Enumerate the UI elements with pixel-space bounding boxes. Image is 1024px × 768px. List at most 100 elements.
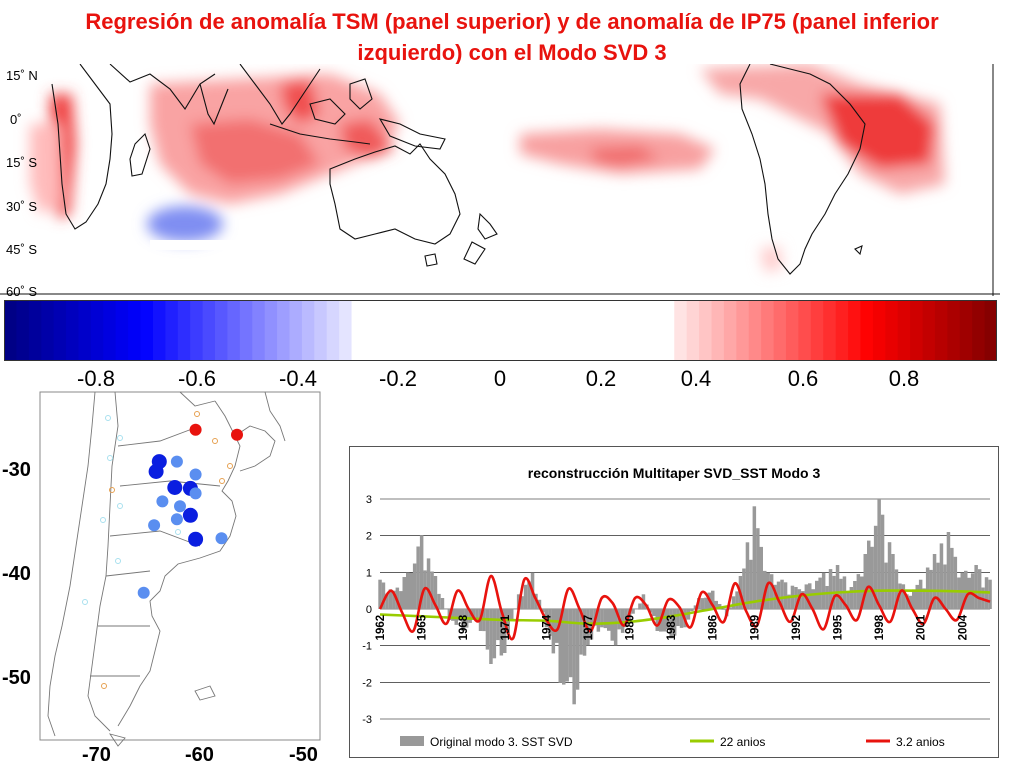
x-axis-ticks: 1962 1965 1968 1971 1974 1977 1980 1983 1986 1989…	[375, 614, 969, 640]
original-bar	[562, 609, 566, 685]
colorbar-swatch	[190, 300, 204, 361]
original-bar	[378, 579, 382, 609]
original-bar	[572, 609, 576, 705]
original-bar	[652, 609, 656, 617]
station-marker	[189, 487, 202, 500]
original-bar	[523, 584, 528, 609]
original-bar	[437, 593, 441, 609]
original-bar	[631, 609, 635, 614]
lon-label: -50	[289, 744, 318, 766]
colorbar-swatch	[823, 300, 837, 361]
chart-title: reconstrucción Multitaper SVD_SST Modo 3	[528, 465, 821, 481]
original-bar	[409, 572, 413, 609]
country-outlines	[47, 391, 286, 747]
colorbar-swatch	[562, 300, 576, 361]
original-bar	[406, 572, 410, 609]
original-bar	[711, 590, 715, 609]
colorbar-swatch	[910, 300, 924, 361]
colorbar-swatch	[835, 300, 849, 361]
legend-label: 3.2 anios	[896, 735, 945, 749]
original-bar	[475, 609, 479, 620]
x-tick-label: 1995	[833, 614, 845, 640]
original-bar	[808, 583, 812, 609]
colorbar-swatch	[972, 300, 986, 361]
colorbar-swatch	[699, 300, 713, 361]
original-bar	[489, 609, 493, 664]
original-bar	[426, 558, 431, 609]
colorbar-border	[4, 300, 997, 361]
colorbar-swatch	[53, 300, 67, 361]
colorbar-swatch	[885, 300, 899, 361]
colorbar-swatch	[28, 300, 42, 361]
colorbar-swatch	[736, 300, 750, 361]
page-title: Regresión de anomalía TSM (panel superio…	[0, 6, 1024, 68]
colorbar-swatch	[934, 300, 948, 361]
y-tick-label: 0	[366, 604, 372, 616]
smoothed-series-lines	[378, 574, 991, 641]
original-bar	[756, 528, 760, 609]
original-bar	[752, 506, 757, 609]
original-bar	[721, 609, 725, 610]
original-bar	[898, 583, 902, 609]
station-map	[0, 386, 326, 768]
original-bar	[499, 609, 504, 656]
colorbar-swatch	[326, 300, 340, 361]
colorbar-swatch	[450, 300, 464, 361]
original-bar	[513, 609, 517, 610]
colorbar-swatch	[165, 300, 179, 361]
y-tick-label: 1	[366, 567, 372, 579]
colorbar-swatch	[115, 300, 129, 361]
colorbar-swatch	[637, 300, 651, 361]
x-tick-label: 2001	[916, 614, 928, 640]
station-marker	[148, 464, 164, 479]
title-line-2: izquierdo) con el Modo SVD 3	[357, 40, 667, 65]
original-bar	[700, 598, 705, 609]
original-bar	[922, 588, 926, 609]
original-bar	[825, 586, 829, 609]
colorbar-swatch	[612, 300, 626, 361]
colorbar-swatch	[376, 300, 390, 361]
station-marker	[189, 423, 202, 436]
colorbar-swatch	[649, 300, 663, 361]
original-bar	[568, 609, 573, 678]
chart-legend: Original modo 3. SST SVD 22 anios 3.2 anio…	[400, 735, 945, 749]
colorbar-swatch	[897, 300, 911, 361]
sst-regression-map: 15˚ N 0˚ 15˚ S 30˚ S 45˚ S 60˚ S	[0, 64, 1000, 296]
colorbar-swatch	[90, 300, 104, 361]
y-tick-label: 3	[366, 494, 372, 506]
original-bar	[548, 609, 552, 636]
colorbar-swatch	[277, 300, 291, 361]
original-bar	[496, 609, 500, 641]
colorbar-swatch	[264, 300, 278, 361]
colorbar-swatch	[4, 300, 18, 361]
colorbar-swatch	[860, 300, 874, 361]
original-bar	[603, 609, 608, 629]
colorbar-swatch	[239, 300, 253, 361]
original-bar	[541, 609, 545, 613]
colorbar-swatch	[686, 300, 700, 361]
original-bar	[430, 571, 434, 609]
original-bar	[731, 596, 736, 609]
original-bar	[766, 572, 770, 609]
original-bar	[839, 578, 843, 609]
multitaper-chart: reconstrucción Multitaper SVD_SST Modo 3…	[349, 446, 999, 758]
original-bar	[458, 609, 462, 621]
x-tick-label: 1962	[375, 615, 387, 641]
lat-label: -40	[2, 563, 31, 585]
colorbar-tick-label: -0.2	[379, 366, 417, 391]
colorbar-swatch	[475, 300, 489, 361]
series-line	[378, 574, 991, 641]
original-bar	[946, 532, 951, 609]
colorbar-swatch	[512, 300, 526, 361]
y-tick-label: 2	[366, 531, 372, 543]
original-bar	[665, 609, 670, 630]
colorbar-swatch	[140, 300, 154, 361]
original-bar	[769, 574, 774, 609]
station-marker	[189, 468, 202, 481]
original-bar	[624, 609, 628, 628]
original-bar	[613, 609, 618, 646]
original-bar	[773, 584, 777, 609]
x-tick-label: 1983	[666, 615, 678, 641]
original-bar	[385, 593, 389, 609]
station-marker	[148, 519, 161, 532]
